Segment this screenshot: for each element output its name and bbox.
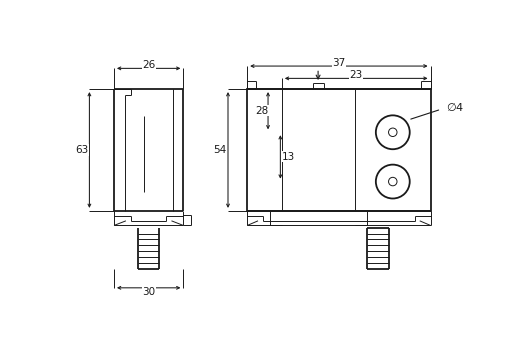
Text: $\emptyset$4: $\emptyset$4 — [446, 101, 464, 113]
Text: 26: 26 — [142, 60, 155, 70]
Text: 37: 37 — [332, 58, 345, 68]
Text: 23: 23 — [349, 70, 363, 80]
Text: 30: 30 — [142, 287, 155, 297]
Text: 63: 63 — [75, 145, 88, 155]
Text: 28: 28 — [255, 106, 268, 116]
Text: 13: 13 — [281, 152, 295, 162]
Bar — [247, 89, 431, 211]
Text: 54: 54 — [214, 145, 227, 155]
